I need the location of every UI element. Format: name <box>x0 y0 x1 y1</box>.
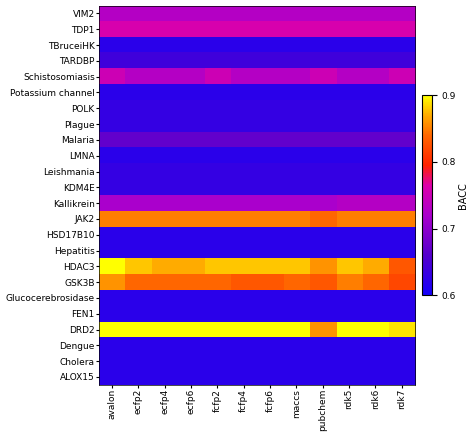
Y-axis label: BACC: BACC <box>458 182 468 208</box>
